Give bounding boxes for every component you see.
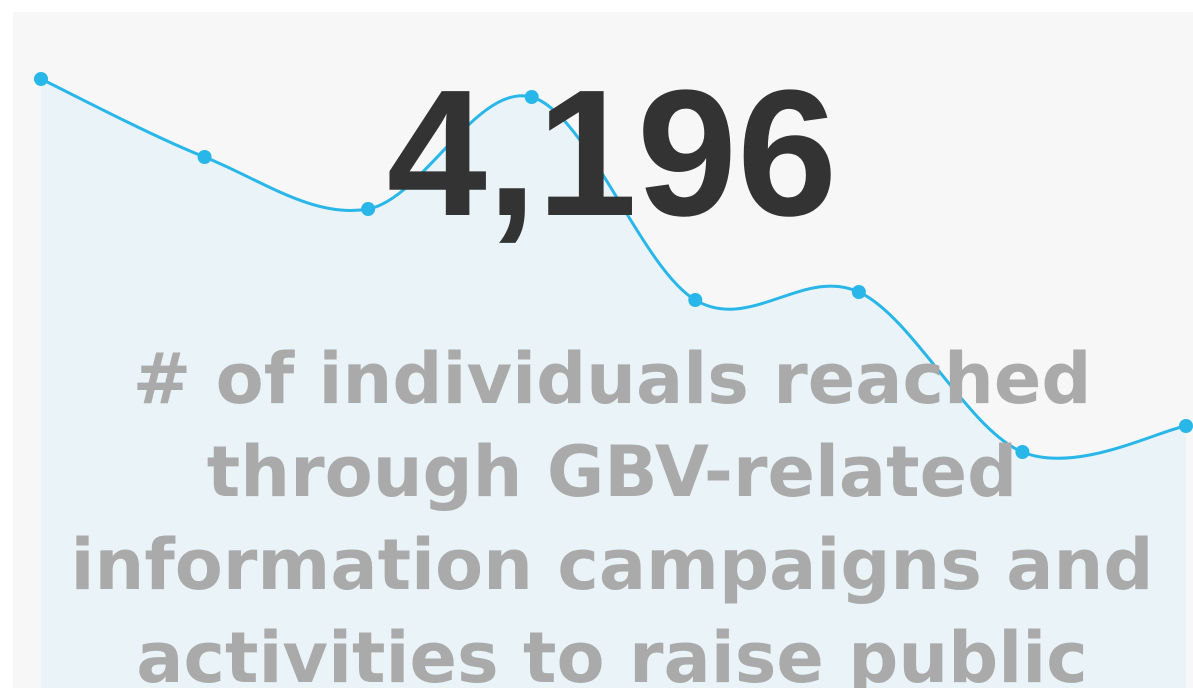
point <box>197 150 212 164</box>
point <box>361 202 376 216</box>
kpi-text: 4,196 # of individuals reached through GB… <box>71 53 1154 699</box>
kpi-label-line: through GBV-related <box>207 431 1017 513</box>
kpi-label-line: activities to raise public <box>136 617 1088 699</box>
kpi-value: 4,196 <box>387 53 837 254</box>
point <box>1179 419 1193 433</box>
kpi-label-line: # of individuals reached <box>133 338 1092 420</box>
point <box>688 293 703 307</box>
area <box>41 79 1186 688</box>
point <box>851 285 866 299</box>
line <box>40 77 1187 460</box>
point <box>34 72 48 86</box>
sparkline <box>34 72 1193 688</box>
point <box>524 90 539 104</box>
kpi-label-line: information campaigns and <box>71 524 1154 606</box>
kpi-label: # of individuals reached through GBV-rela… <box>71 338 1154 699</box>
point <box>1015 445 1030 459</box>
